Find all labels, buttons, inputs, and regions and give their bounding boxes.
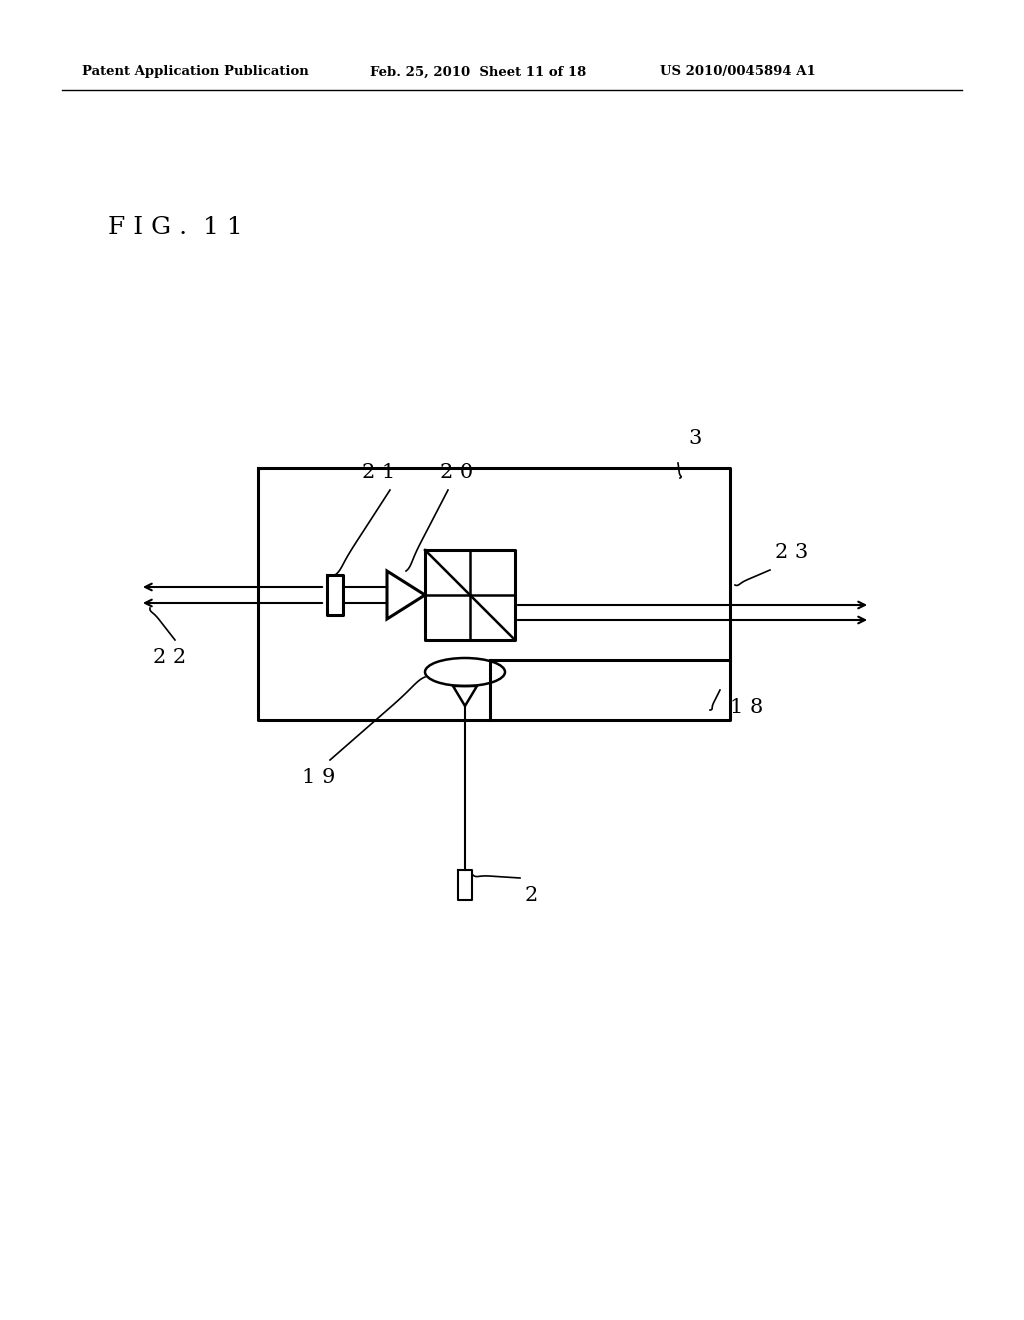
Text: Patent Application Publication: Patent Application Publication bbox=[82, 66, 309, 78]
Text: 1 9: 1 9 bbox=[302, 768, 336, 787]
Text: F I G .  1 1: F I G . 1 1 bbox=[108, 216, 243, 239]
Text: 2 2: 2 2 bbox=[153, 648, 186, 667]
Text: 2 1: 2 1 bbox=[362, 463, 395, 482]
Text: US 2010/0045894 A1: US 2010/0045894 A1 bbox=[660, 66, 816, 78]
Text: 2 0: 2 0 bbox=[440, 463, 473, 482]
Text: 2: 2 bbox=[525, 886, 539, 906]
Text: Feb. 25, 2010  Sheet 11 of 18: Feb. 25, 2010 Sheet 11 of 18 bbox=[370, 66, 587, 78]
Text: 2 3: 2 3 bbox=[775, 543, 808, 562]
Text: 3: 3 bbox=[688, 429, 701, 447]
Text: 1 8: 1 8 bbox=[730, 698, 763, 717]
